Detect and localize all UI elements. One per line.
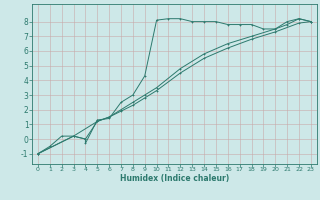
X-axis label: Humidex (Indice chaleur): Humidex (Indice chaleur) [120, 174, 229, 183]
